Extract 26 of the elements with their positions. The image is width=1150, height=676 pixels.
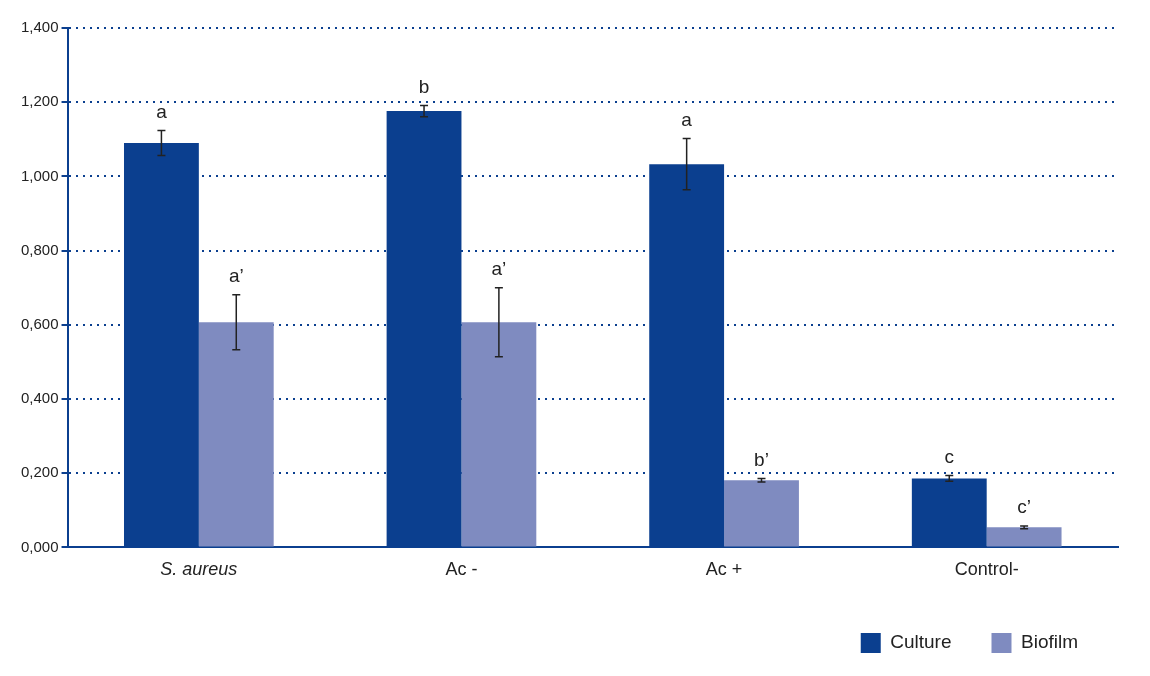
y-tick-label: 1,200 <box>20 92 59 110</box>
x-tick-label: S. aureus <box>160 559 238 580</box>
y-tick-label: 1,000 <box>20 166 59 184</box>
y-tick-label: 0,400 <box>20 389 59 407</box>
y-tick-label: 0,200 <box>20 463 59 481</box>
y-tick-label: 0,800 <box>20 240 59 258</box>
x-tick-label: Control- <box>954 559 1019 580</box>
annotation: a <box>156 100 168 122</box>
y-tick-label: 0,000 <box>20 537 59 555</box>
bar <box>198 322 274 547</box>
bar <box>986 527 1062 547</box>
y-tick-label: 1,400 <box>20 18 59 36</box>
bar <box>461 322 537 547</box>
y-tick-label: 0,600 <box>20 314 59 332</box>
bar <box>724 480 799 547</box>
x-tick-label: Ac + <box>705 559 743 580</box>
annotation: c <box>944 445 955 467</box>
annotation: b’ <box>754 448 769 470</box>
annotation: a’ <box>491 257 507 279</box>
legend-label: Culture <box>890 631 952 653</box>
annotation: a’ <box>228 264 244 286</box>
annotation: a <box>681 108 693 130</box>
annotation: c’ <box>1017 496 1031 518</box>
x-tick-label: Ac - <box>445 559 478 580</box>
annotation: b <box>418 75 430 97</box>
legend-label: Biofilm <box>1020 631 1079 653</box>
